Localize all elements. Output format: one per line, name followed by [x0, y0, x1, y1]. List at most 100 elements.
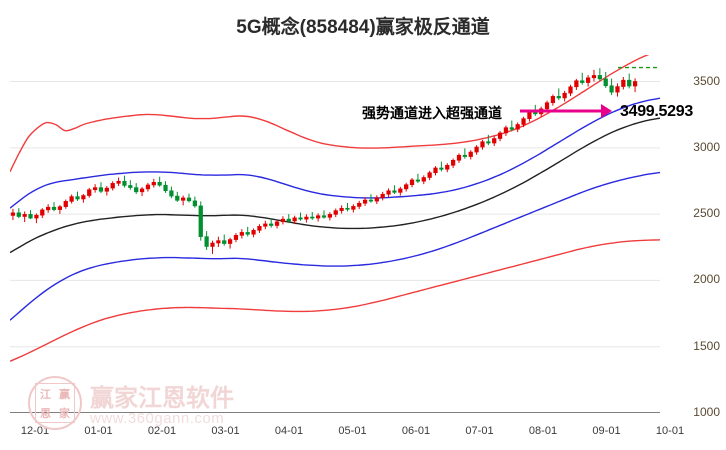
- candlestick: [568, 84, 573, 97]
- chart-canvas: [10, 55, 660, 413]
- candlestick: [357, 200, 362, 210]
- candlestick: [521, 116, 526, 128]
- candlestick: [621, 77, 626, 90]
- candlestick: [298, 212, 303, 221]
- candlestick: [222, 234, 227, 246]
- candlestick: [615, 83, 620, 97]
- candlestick: [251, 228, 256, 238]
- candlestick: [210, 240, 215, 254]
- candlestick: [492, 136, 497, 146]
- y-axis-tick-label: 1500: [693, 338, 720, 353]
- candlestick: [181, 195, 186, 206]
- candlestick: [145, 182, 151, 192]
- candlestick: [421, 175, 426, 185]
- candlestick: [603, 71, 608, 88]
- band-line-0: [10, 55, 650, 173]
- candlestick: [128, 180, 133, 190]
- x-axis-tick-label: 08-01: [528, 425, 558, 437]
- candlestick: [57, 205, 63, 214]
- candlestick: [474, 145, 479, 155]
- candlestick: [87, 187, 92, 198]
- candlestick: [627, 73, 632, 89]
- candlestick: [439, 161, 444, 172]
- candlestick: [591, 69, 597, 82]
- candlestick: [392, 185, 397, 194]
- candlestick: [116, 177, 121, 186]
- candlestick: [556, 88, 561, 101]
- candlestick: [486, 134, 491, 146]
- candlestick: [75, 191, 80, 201]
- x-axis-tick-label: 03-01: [211, 425, 240, 437]
- candlestick: [351, 204, 356, 213]
- y-axis-tick-label: 2500: [693, 206, 720, 221]
- candlestick: [98, 182, 104, 194]
- candlestick: [186, 193, 192, 203]
- candlestick: [480, 139, 485, 150]
- candlestick: [169, 186, 174, 199]
- candlestick: [509, 120, 514, 132]
- candlestick: [16, 208, 21, 219]
- x-axis-tick-label: 12-01: [20, 425, 50, 437]
- candlestick: [286, 214, 291, 224]
- candlestick: [310, 211, 315, 220]
- candlestick: [404, 182, 409, 192]
- plot-area: [10, 55, 660, 413]
- candlestick: [10, 208, 16, 221]
- x-axis-tick-label: 02-01: [147, 425, 177, 437]
- candlestick: [368, 194, 374, 203]
- candlestick: [609, 78, 614, 96]
- candlestick: [227, 237, 233, 249]
- candlestick: [450, 158, 456, 168]
- candlestick: [63, 199, 68, 209]
- candlestick: [292, 215, 297, 225]
- candlestick: [69, 194, 74, 204]
- candlestick: [316, 213, 321, 222]
- candlestick: [104, 186, 109, 196]
- candlestick: [233, 233, 239, 243]
- candlestick: [51, 202, 57, 212]
- x-axis-tick-label: 04-01: [274, 425, 304, 437]
- candlestick: [274, 219, 280, 229]
- candlestick: [515, 122, 520, 133]
- candlestick: [163, 181, 168, 193]
- annotation-arrow-head: [601, 104, 612, 118]
- candlestick: [333, 208, 338, 218]
- candlestick: [175, 191, 180, 202]
- candlestick: [597, 68, 602, 81]
- candlestick: [574, 78, 579, 90]
- candlestick: [562, 90, 567, 102]
- x-axis-tick-label: 01-01: [84, 425, 113, 437]
- candlestick: [580, 72, 585, 85]
- candlestick: [257, 224, 262, 233]
- candlestick: [134, 183, 139, 194]
- band-line-3: [10, 171, 660, 321]
- page-title: 5G概念(858484)赢家极反通道: [236, 17, 490, 38]
- candlestick: [632, 78, 638, 93]
- candlestick: [339, 205, 344, 214]
- candlestick: [327, 212, 332, 221]
- candlestick: [427, 170, 432, 181]
- candlestick: [304, 214, 309, 223]
- candlestick: [468, 150, 473, 160]
- candlestick: [456, 153, 462, 163]
- x-axis-tick-label: 06-01: [401, 425, 431, 437]
- candlestick: [398, 186, 403, 196]
- candlestick: [216, 236, 221, 247]
- candlestick: [386, 188, 391, 197]
- candlestick: [345, 202, 350, 212]
- band-line-1: [10, 97, 660, 209]
- candlestick: [157, 176, 162, 187]
- annotation-label: 强势通道进入超强通道: [362, 105, 502, 121]
- x-axis-tick-label: 07-01: [465, 425, 494, 437]
- candlestick: [280, 216, 286, 225]
- last-price-label: 3499.5293: [620, 103, 693, 120]
- candlestick: [204, 231, 209, 250]
- y-axis-tick-label: 3500: [693, 73, 720, 88]
- candlestick: [362, 197, 368, 206]
- candlestick: [497, 131, 503, 142]
- candlestick: [22, 211, 27, 223]
- candlestick: [462, 148, 467, 159]
- candlestick: [92, 184, 98, 193]
- x-axis-tick-label: 09-01: [592, 425, 621, 437]
